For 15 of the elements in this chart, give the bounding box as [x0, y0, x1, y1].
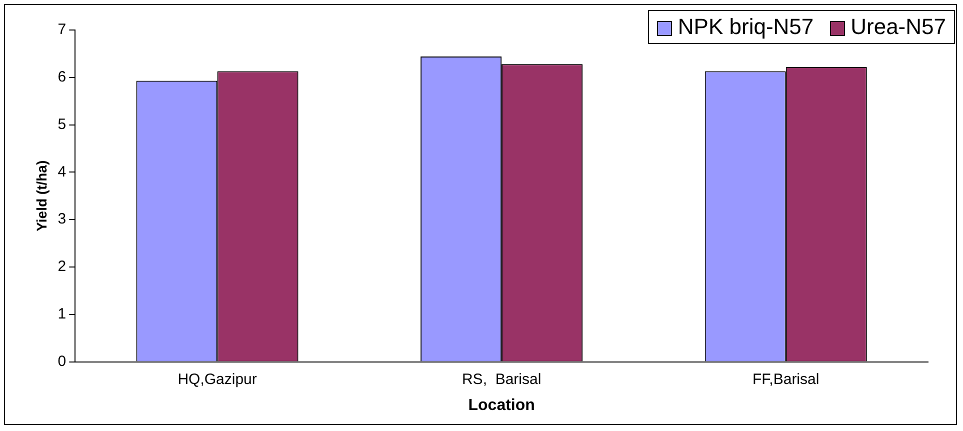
x-axis-title: Location [468, 396, 535, 414]
y-tick-label: 4 [58, 163, 66, 180]
legend-label: NPK briq-N57 [676, 14, 814, 40]
x-tick-label: RS, Barisal [462, 370, 542, 388]
y-axis-title: Yield (t/ha) [33, 160, 50, 232]
x-tick-label: FF,Barisal [752, 370, 820, 388]
y-tick-label: 7 [58, 21, 66, 38]
y-tick-label: 5 [58, 116, 66, 133]
y-tick-label: 0 [58, 352, 66, 370]
x-tick-label: HQ,Gazipur [178, 370, 257, 388]
y-tick-label: 3 [58, 210, 66, 228]
y-tick-label: 1 [58, 306, 66, 323]
legend-label: Urea-N57 [850, 14, 946, 40]
y-tick-label: 6 [58, 68, 66, 86]
y-tick-label: 2 [58, 258, 66, 276]
